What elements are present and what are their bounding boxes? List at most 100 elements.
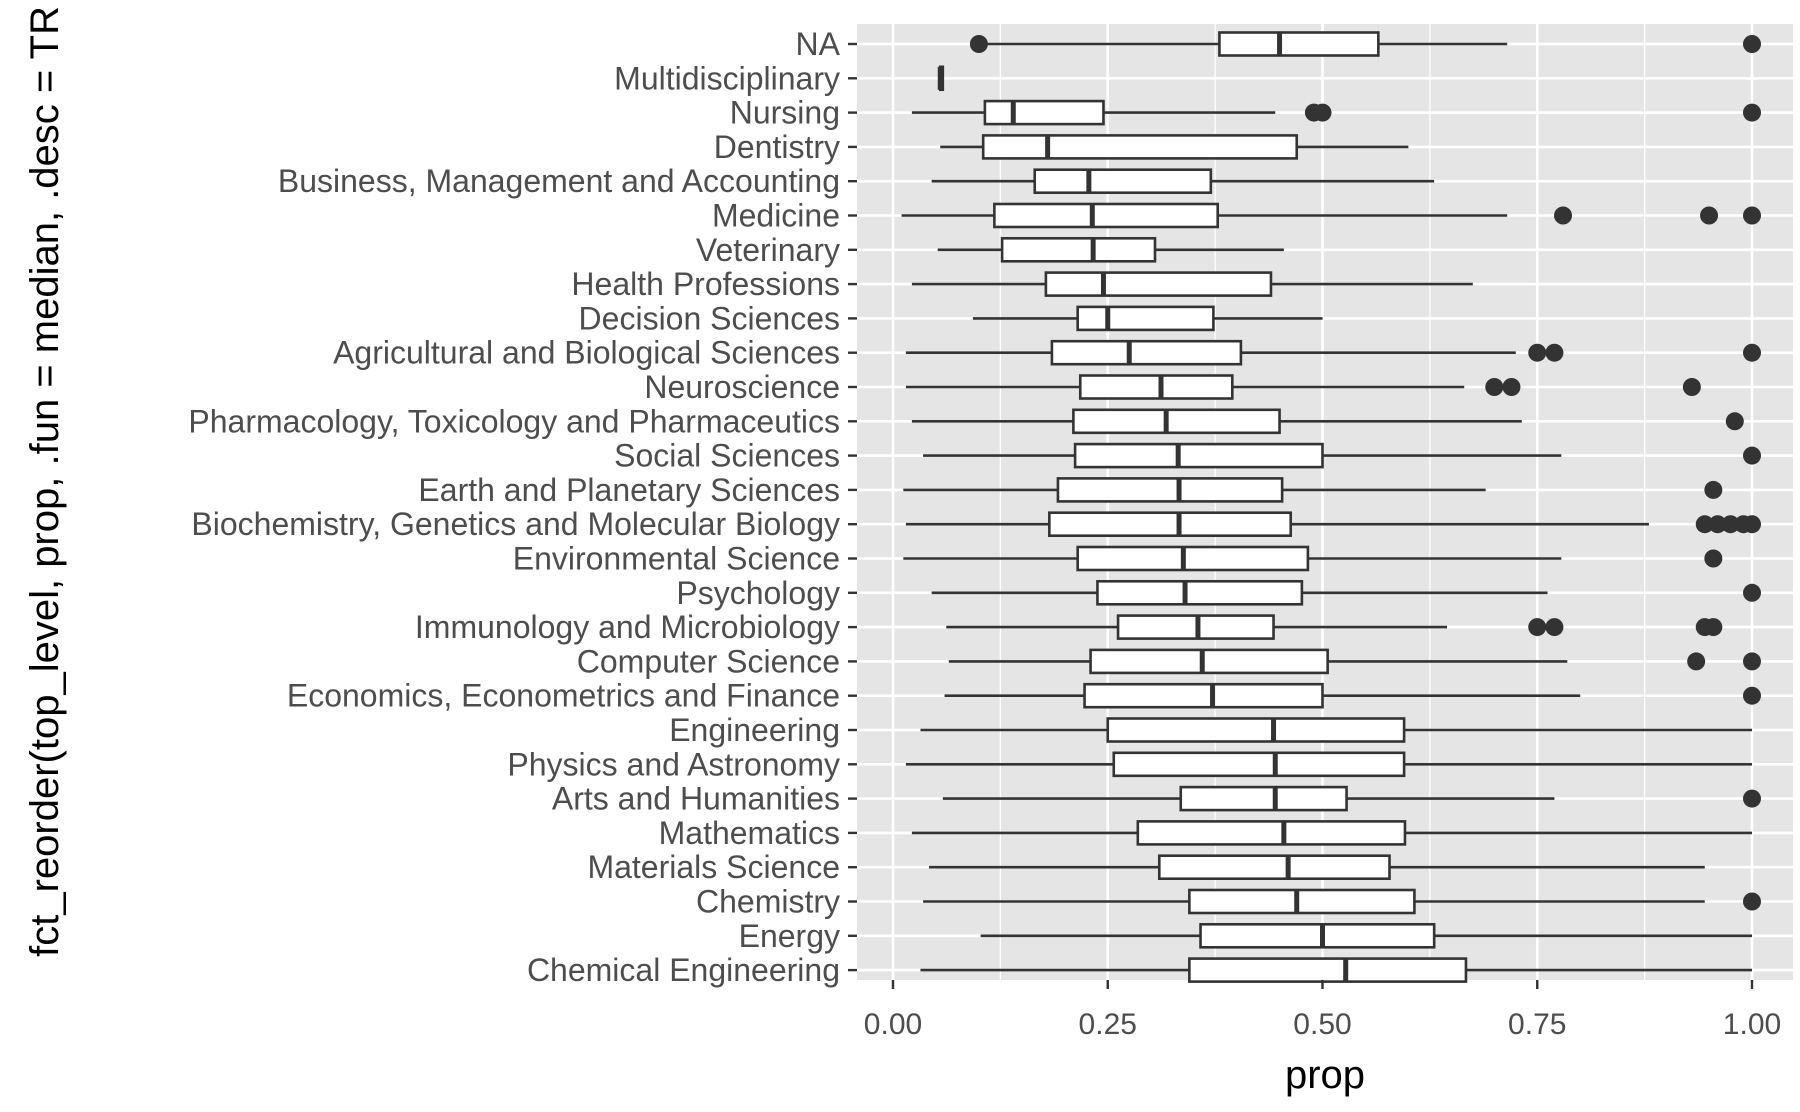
y-tick-label: Arts and Humanities	[552, 781, 840, 817]
outlier-point	[1743, 583, 1761, 602]
box	[1044, 271, 1273, 297]
outlier-point	[1708, 515, 1727, 534]
y-tick-label: Physics and Astronomy	[507, 746, 840, 782]
box-group	[911, 820, 1752, 846]
box	[1083, 682, 1324, 709]
outlier-point	[1682, 378, 1701, 396]
y-tick-label: Economics, Econometrics and Finance	[287, 678, 840, 714]
box-group	[931, 579, 1761, 606]
x-tick-label: 0.75	[1508, 1008, 1566, 1041]
box	[1048, 511, 1293, 538]
outlier-point	[1743, 789, 1761, 808]
y-tick-label: Earth and Planetary Sciences	[418, 472, 840, 508]
outlier-point	[1528, 618, 1547, 637]
y-tick-label: Pharmacology, Toxicology and Pharmaceuti…	[188, 403, 840, 439]
y-tick-label: Multidisciplinary	[614, 60, 840, 96]
box-group	[940, 134, 1409, 160]
outlier-point	[1528, 343, 1547, 362]
box-group	[905, 374, 1701, 400]
box	[1050, 339, 1243, 366]
x-axis-title: prop	[1285, 1053, 1365, 1097]
box	[1218, 31, 1380, 57]
outlier-point	[1700, 206, 1719, 225]
box	[1199, 922, 1436, 949]
outlier-point	[1687, 652, 1706, 671]
box	[1076, 305, 1215, 332]
outlier-point	[1743, 446, 1761, 465]
box-group	[937, 237, 1284, 263]
y-tick-label: Business, Management and Accounting	[278, 163, 840, 199]
outlier-point	[969, 35, 988, 53]
y-tick-label: Health Professions	[571, 266, 840, 302]
y-tick-label: Computer Science	[577, 643, 840, 679]
y-tick-label: NA	[796, 26, 841, 62]
box-group	[911, 271, 1473, 297]
box	[993, 202, 1220, 229]
x-tick-label: 0.25	[1079, 1008, 1137, 1041]
box	[1188, 888, 1416, 915]
outlier-point	[1743, 343, 1761, 362]
outlier-point	[1743, 892, 1761, 911]
outlier-point	[1721, 515, 1740, 534]
box	[1096, 579, 1304, 606]
outlier-point	[1502, 378, 1521, 396]
box-group	[911, 99, 1761, 126]
x-axis: 0.00 0.25 0.50 0.75 1.00	[864, 980, 1781, 1041]
box	[981, 134, 1299, 160]
y-tick-label: Engineering	[669, 712, 840, 748]
box-group	[920, 957, 1752, 983]
box-group	[901, 202, 1761, 229]
y-tick-label: Agricultural and Biological Sciences	[333, 335, 840, 371]
y-tick-label: Neuroscience	[644, 369, 840, 405]
box-group	[905, 751, 1752, 778]
y-tick-label: Biochemistry, Genetics and Molecular Bio…	[191, 506, 840, 542]
outlier-point	[1704, 618, 1723, 637]
outlier-point	[1743, 206, 1761, 225]
box-group	[946, 614, 1723, 640]
x-tick-label: 0.50	[1293, 1008, 1351, 1041]
y-tick-label: Environmental Science	[513, 541, 840, 577]
box	[1056, 477, 1284, 503]
box	[1033, 168, 1213, 194]
y-axis: NAMultidisciplinaryNursingDentistryBusin…	[188, 26, 857, 988]
box	[1106, 717, 1406, 743]
box-group	[923, 442, 1761, 469]
outlier-point	[1545, 618, 1564, 637]
box-group	[969, 31, 1761, 57]
box	[1179, 785, 1348, 812]
y-tick-label: Decision Sciences	[579, 300, 840, 336]
box-group	[920, 717, 1752, 743]
outlier-point	[1743, 652, 1761, 671]
box-group	[944, 682, 1761, 709]
box-group	[937, 65, 945, 92]
box-group	[905, 339, 1761, 366]
box	[1072, 408, 1281, 435]
outlier-point	[1725, 412, 1744, 431]
outlier-point	[1545, 343, 1564, 362]
box-plot-series	[901, 31, 1761, 983]
box	[1000, 237, 1157, 263]
outlier-point	[1704, 549, 1723, 568]
box-group	[929, 854, 1705, 881]
y-tick-label: Chemical Engineering	[527, 952, 840, 988]
box-group	[903, 477, 1723, 503]
outlier-point	[1485, 378, 1504, 396]
box	[1112, 751, 1406, 778]
box	[1136, 820, 1407, 846]
y-axis-title: fct_reorder(top_level, prop, .fun = medi…	[23, 6, 67, 957]
y-tick-label: Nursing	[730, 95, 840, 131]
y-tick-label: Chemistry	[696, 884, 840, 920]
x-tick-label: 0.00	[864, 1008, 922, 1041]
y-tick-label: Materials Science	[587, 849, 840, 885]
y-tick-label: Medicine	[712, 198, 840, 234]
box-group	[980, 922, 1752, 949]
box	[1188, 957, 1468, 983]
box-group	[931, 168, 1435, 194]
y-tick-label: Psychology	[676, 575, 840, 611]
outlier-point	[1554, 206, 1573, 225]
box	[1076, 545, 1310, 572]
box-group	[972, 305, 1323, 332]
y-tick-label: Veterinary	[696, 232, 840, 268]
outlier-point	[1704, 480, 1723, 499]
